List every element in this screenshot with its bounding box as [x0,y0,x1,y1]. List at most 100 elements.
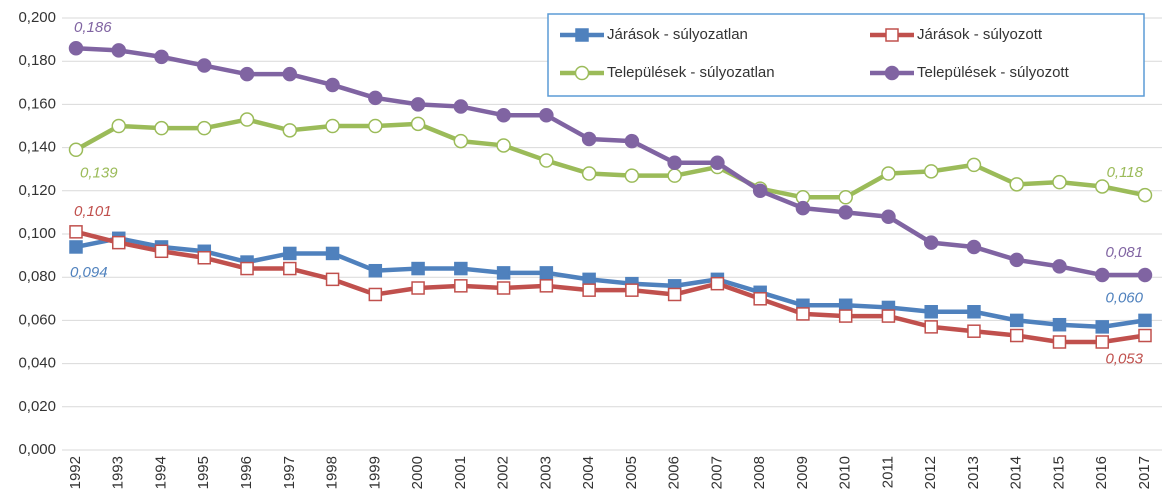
legend-box [547,13,1145,97]
point-marker [239,66,255,82]
point-marker [1094,179,1110,194]
point-marker [1138,313,1152,328]
y-tick-label: 0,160 [18,95,56,112]
series-line [75,236,1146,330]
point-marker [453,133,469,149]
point-marker [881,209,896,224]
point-marker [1009,328,1024,343]
data-label: 0,101 [74,203,112,220]
x-tick-label: 1997 [281,456,298,489]
point-marker [967,305,981,319]
point-marker [1009,252,1024,268]
legend-label: Járások - súlyozott [917,26,1043,43]
point-marker [111,43,127,58]
point-marker [624,133,640,149]
point-marker [581,166,597,181]
point-marker [325,118,340,134]
point-marker [625,283,639,297]
point-marker [796,307,810,321]
x-tick-label: 2015 [1050,456,1067,489]
y-tick-label: 0,000 [18,441,56,458]
point-marker [197,251,212,265]
x-tick-label: 2004 [580,456,597,489]
point-marker [325,272,340,287]
point-marker [496,281,511,295]
legend-marker [885,28,899,42]
point-marker [582,283,596,297]
point-marker [240,261,254,276]
point-marker [923,235,939,250]
point-marker [112,235,126,250]
point-marker [368,90,383,106]
point-marker [453,99,469,114]
legend-marker [574,65,590,81]
data-label: 0,186 [74,19,112,36]
point-marker [1094,267,1110,283]
point-marker [69,240,83,254]
point-marker [710,155,725,170]
point-marker [967,324,981,338]
x-tick-label: 1995 [195,456,212,489]
point-marker [795,200,811,216]
data-label: 0,139 [80,165,118,182]
data-label: 0,094 [70,264,108,281]
point-marker [325,246,340,261]
point-marker [881,309,896,323]
x-tick-label: 2007 [708,456,725,489]
point-marker [368,263,383,278]
point-marker [838,190,853,205]
point-marker [197,58,212,73]
x-tick-label: 1999 [366,456,383,489]
point-marker [410,97,426,112]
point-marker [1137,187,1153,203]
point-marker [496,107,511,123]
point-marker [539,279,554,293]
point-marker [496,138,511,153]
point-marker [1009,313,1024,328]
point-marker [154,244,169,259]
point-marker [710,276,725,291]
x-tick-label: 2008 [751,456,768,489]
data-label: 0,060 [1105,289,1143,306]
point-marker [197,120,212,136]
point-marker [283,246,297,261]
point-marker [1137,267,1153,283]
y-tick-label: 0,060 [18,311,56,328]
point-marker [69,225,83,239]
point-marker [1052,259,1067,274]
legend-label: Települések - súlyozatlan [607,64,775,81]
data-label: 0,118 [1107,164,1144,181]
point-marker [154,49,169,65]
point-marker [154,120,169,136]
point-marker [239,112,255,127]
point-marker [923,164,939,179]
x-tick-label: 2013 [965,456,982,489]
y-tick-label: 0,080 [18,268,56,285]
y-tick-label: 0,120 [18,182,56,199]
y-tick-label: 0,180 [18,52,56,69]
y-tick-label: 0,200 [18,9,56,26]
point-marker [411,261,425,276]
point-marker [283,261,297,276]
x-tick-label: 2005 [623,456,640,489]
x-tick-label: 1996 [238,456,255,489]
point-marker [496,266,511,280]
legend-marker [884,65,900,81]
y-tick-label: 0,040 [18,355,56,372]
point-marker [539,107,554,123]
point-marker [454,279,468,293]
point-marker [539,266,554,280]
point-marker [924,305,938,319]
x-tick-label: 2002 [495,456,512,489]
point-marker [581,131,597,147]
point-marker [410,116,426,132]
point-marker [411,281,425,295]
point-marker [966,239,982,255]
point-marker [753,292,767,306]
legend-marker [575,28,589,42]
point-marker [924,320,938,334]
x-tick-label: 2001 [452,456,469,489]
point-marker [752,183,768,199]
x-tick-label: 1998 [324,456,341,489]
